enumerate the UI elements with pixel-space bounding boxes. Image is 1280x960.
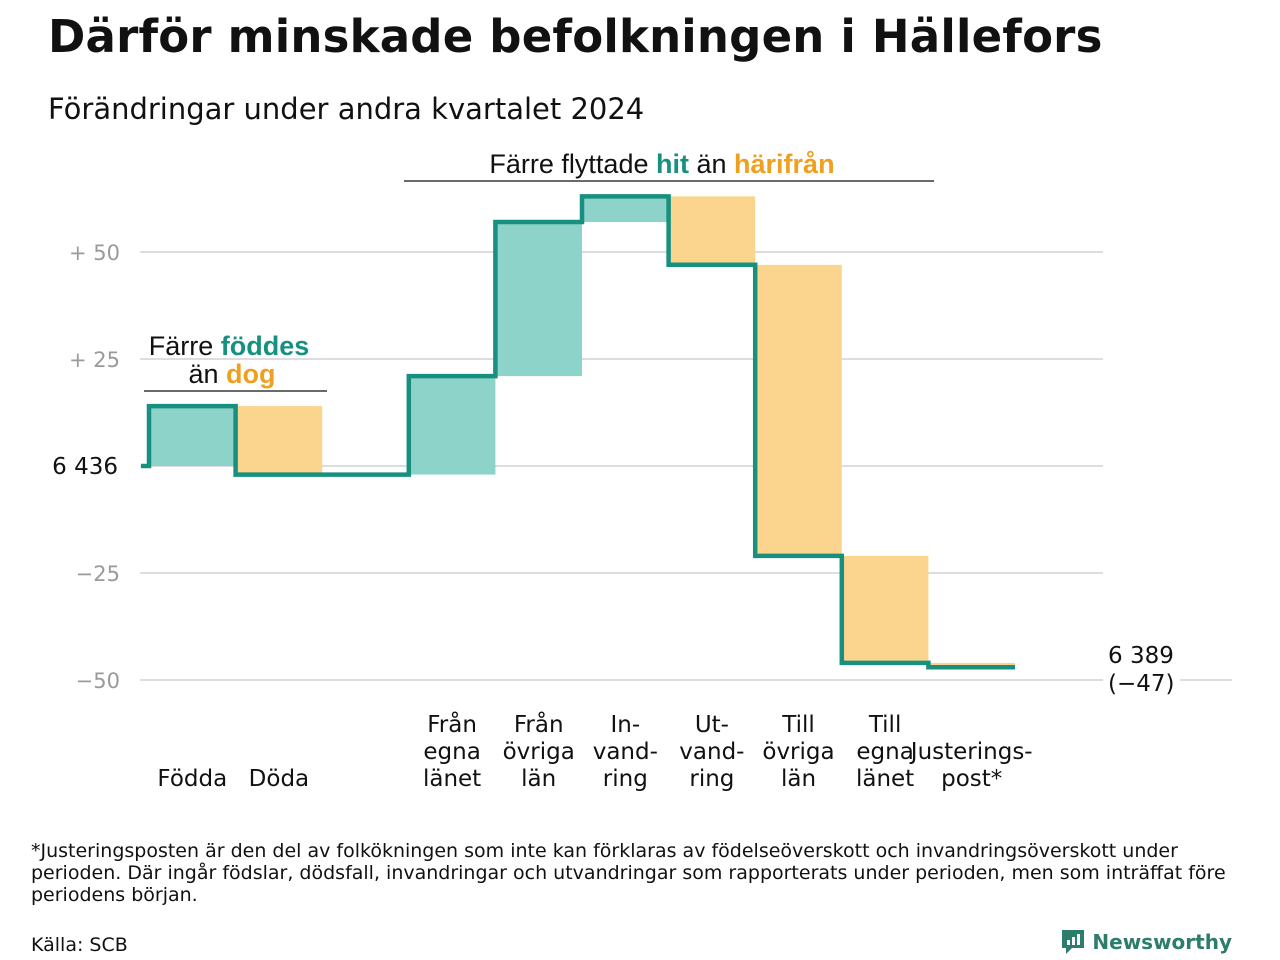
- annotation-part: Färre flyttade: [489, 149, 656, 179]
- source-label: Källa: SCB: [31, 934, 128, 956]
- x-axis-categories: Födda DödaFrånegnalänetFrånövrigalänIn-va…: [157, 710, 1032, 792]
- annotation-part: Färre: [149, 331, 221, 361]
- bar-In-vand-ring: [582, 196, 669, 223]
- step-line: [141, 194, 1015, 670]
- bar-Från övriga län: [495, 222, 582, 377]
- end-value-label: 6 389: [1108, 643, 1174, 669]
- category-label: Till: [868, 712, 902, 738]
- category-label: Från: [514, 710, 564, 738]
- y-tick-label: −50: [76, 669, 120, 693]
- annotation-part: föddes: [221, 331, 310, 361]
- category-label: län: [521, 766, 556, 792]
- category-label: Ut-: [695, 712, 729, 738]
- category-label: län: [781, 766, 816, 792]
- y-tick-label: + 50: [69, 241, 120, 265]
- bar-Till egna länet: [841, 555, 929, 663]
- bar-Födda: [149, 406, 236, 466]
- annotation-moves: Färre flyttade hit än härifrån: [489, 149, 834, 179]
- category-label: In-: [610, 712, 640, 738]
- y-tick-label: −25: [76, 562, 120, 586]
- category-label: egna: [856, 739, 913, 765]
- category-label: post*: [941, 766, 1002, 792]
- newsworthy-logo-icon: [1062, 930, 1085, 954]
- brand-logo: Newsworthy: [1060, 928, 1232, 956]
- bar-Döda: [235, 406, 323, 475]
- category-label: ring: [689, 766, 734, 792]
- category-label: vand-: [593, 739, 658, 765]
- category-label: länet: [423, 766, 481, 792]
- category-label: Från: [427, 710, 477, 738]
- end-change-label: (−47): [1108, 671, 1174, 697]
- category-label: övriga: [503, 739, 575, 765]
- chart-title: Därför minskade befolkningen i Hällefors: [48, 10, 1103, 63]
- category-label: Födda: [157, 766, 227, 792]
- cumulative-line: [141, 194, 1015, 670]
- category-label: Till: [781, 712, 815, 738]
- annotation-births-line2: än dog: [188, 359, 275, 389]
- annotation-part: än: [188, 359, 226, 389]
- annotation-part: än: [689, 149, 734, 179]
- start-value-label: 6 436: [52, 454, 118, 480]
- bars: [149, 196, 1015, 668]
- annotation-part: dog: [226, 359, 275, 389]
- category-label: egna: [423, 739, 480, 765]
- brand-name: Newsworthy: [1092, 930, 1232, 954]
- y-axis-ticks: + 50 + 25 −25 −50 6 436: [52, 241, 120, 693]
- annotation-births: Färre föddes: [149, 331, 310, 361]
- category-label: vand-: [679, 739, 744, 765]
- y-tick-label: + 25: [69, 348, 120, 372]
- waterfall-chart: + 50+ 25−25−506 436 Födda DödaFrånegnalän…: [52, 149, 1232, 792]
- footnote: *Justeringsposten är den del av folkökni…: [31, 840, 1226, 906]
- bar-Från egna länet: [408, 376, 496, 475]
- annotation-part: härifrån: [734, 149, 835, 179]
- category-label: länet: [856, 766, 914, 792]
- category-label: övriga: [762, 739, 834, 765]
- bar-Till övriga län: [755, 264, 842, 556]
- annotation-part: hit: [656, 149, 689, 179]
- category-label: ring: [603, 766, 648, 792]
- chart-subtitle: Förändringar under andra kvartalet 2024: [48, 92, 645, 126]
- bar-Ut-vand-ring: [668, 196, 756, 265]
- category-label: Döda: [249, 766, 309, 792]
- category-label: Justerings-: [909, 739, 1033, 765]
